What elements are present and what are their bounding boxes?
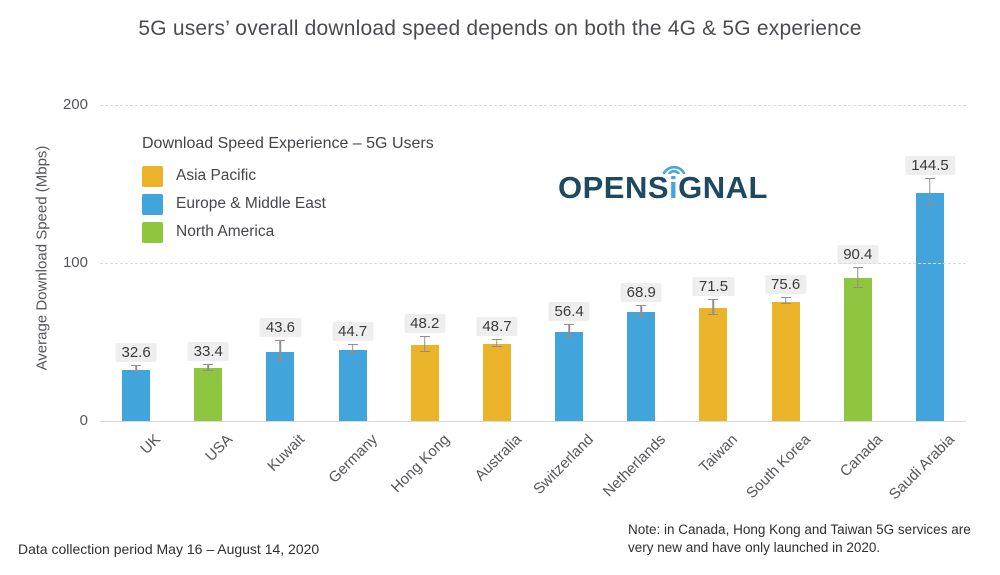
logo-signal-i: i xyxy=(662,165,685,206)
value-label-uk: 32.6 xyxy=(115,343,157,363)
y-tick-label-0: 0 xyxy=(79,412,88,429)
value-label-switzerland: 56.4 xyxy=(548,302,590,322)
bar-slot-hong-kong: 48.2 Hong Kong xyxy=(388,105,461,496)
bar-uk xyxy=(122,369,151,421)
gridline-100 xyxy=(100,263,966,264)
legend-title: Download Speed Experience – 5G Users xyxy=(142,135,434,152)
value-label-kuwait: 43.6 xyxy=(259,317,302,337)
bar-slot-saudi-arabia: 144.5 Saudi Arabia xyxy=(886,105,966,503)
error-bar-south-korea xyxy=(780,297,791,304)
bar-saudi-arabia xyxy=(915,192,944,421)
bar-slot-kuwait: 43.6 Kuwait xyxy=(244,105,316,475)
bar-slot-uk: 32.6 UK xyxy=(100,105,172,458)
bar-slot-usa: 33.4 USA xyxy=(172,105,244,465)
bar-slot-australia: 48.7 Australia xyxy=(461,105,533,484)
error-bar-usa xyxy=(203,363,214,371)
error-bar-germany xyxy=(347,344,358,355)
error-bar-taiwan xyxy=(708,298,719,316)
bar-kuwait xyxy=(266,352,295,421)
asia-pacific-swatch-icon xyxy=(142,165,163,187)
legend-item-label: Asia Pacific xyxy=(176,167,257,184)
legend-item-label: North America xyxy=(176,223,275,240)
data-collection-period: Data collection period May 16 – August 1… xyxy=(18,541,320,557)
gridline-0 xyxy=(100,421,966,422)
bar-slot-canada: 90.4 Canada xyxy=(822,105,894,480)
value-label-canada: 90.4 xyxy=(837,244,879,264)
bar-slot-taiwan: 71.5 Taiwan xyxy=(677,105,749,476)
bar-slot-switzerland: 56.4 Switzerland xyxy=(530,105,605,498)
europe-middle-east-swatch-icon xyxy=(142,193,163,215)
value-label-netherlands: 68.9 xyxy=(620,282,662,302)
legend: Download Speed Experience – 5G Users Asi… xyxy=(142,135,434,246)
error-bar-australia xyxy=(491,338,502,348)
bar-usa xyxy=(194,368,223,421)
error-bar-kuwait xyxy=(275,339,286,363)
bar-switzerland xyxy=(555,331,584,421)
bar-south-korea xyxy=(771,301,800,421)
value-label-saudi-arabia: 144.5 xyxy=(905,156,955,176)
bar-slot-netherlands: 68.9 Netherlands xyxy=(600,105,677,500)
value-label-hong-kong: 48.2 xyxy=(404,313,446,333)
bar-australia xyxy=(482,344,511,421)
value-label-taiwan: 71.5 xyxy=(692,276,735,296)
y-tick-label-200: 200 xyxy=(62,96,88,113)
bar-taiwan xyxy=(699,308,728,421)
error-bar-hong-kong xyxy=(419,335,430,352)
bar-canada xyxy=(843,278,872,421)
legend-item-europe-middle-east: Europe & Middle East xyxy=(142,190,434,218)
opensignal-logo: OPENS iGNAL xyxy=(558,165,768,206)
value-label-usa: 33.4 xyxy=(187,341,229,361)
legend-item-north-america: North America xyxy=(142,218,434,246)
gridline-200 xyxy=(100,105,966,106)
bar-netherlands xyxy=(627,312,656,421)
bar-slot-south-korea: 75.6 South Korea xyxy=(743,105,822,502)
error-bar-switzerland xyxy=(564,324,575,338)
logo-text-left: OPENS xyxy=(558,170,670,205)
bar-germany xyxy=(338,350,367,421)
value-label-south-korea: 75.6 xyxy=(765,275,807,295)
value-label-germany: 44.7 xyxy=(331,322,374,342)
page-title: 5G users’ overall download speed depends… xyxy=(138,17,862,40)
bar-slot-germany: 44.7 Germany xyxy=(317,105,389,487)
legend-item-label: Europe & Middle East xyxy=(176,195,326,212)
error-bar-saudi-arabia xyxy=(924,178,935,206)
bars-container: 32.6 UK 33.4 USA 43.6 Kuwait 44.7 Germany 48.2 Ho… xyxy=(100,105,966,503)
signal-waves-icon xyxy=(662,165,685,174)
north-america-swatch-icon xyxy=(142,221,163,243)
plot-area: 32.6 UK 33.4 USA 43.6 Kuwait 44.7 Germany 48.2 Ho… xyxy=(100,105,966,503)
error-bar-canada xyxy=(852,266,863,288)
y-tick-label-100: 100 xyxy=(62,254,88,271)
legend-item-asia-pacific: Asia Pacific xyxy=(142,162,434,190)
error-bar-netherlands xyxy=(636,304,647,318)
logo-text-right: GNAL xyxy=(678,170,768,205)
error-bar-uk xyxy=(131,365,142,372)
launch-note: Note: in Canada, Hong Kong and Taiwan 5G… xyxy=(628,522,971,556)
value-label-australia: 48.7 xyxy=(476,316,518,336)
bar-hong-kong xyxy=(410,344,439,421)
